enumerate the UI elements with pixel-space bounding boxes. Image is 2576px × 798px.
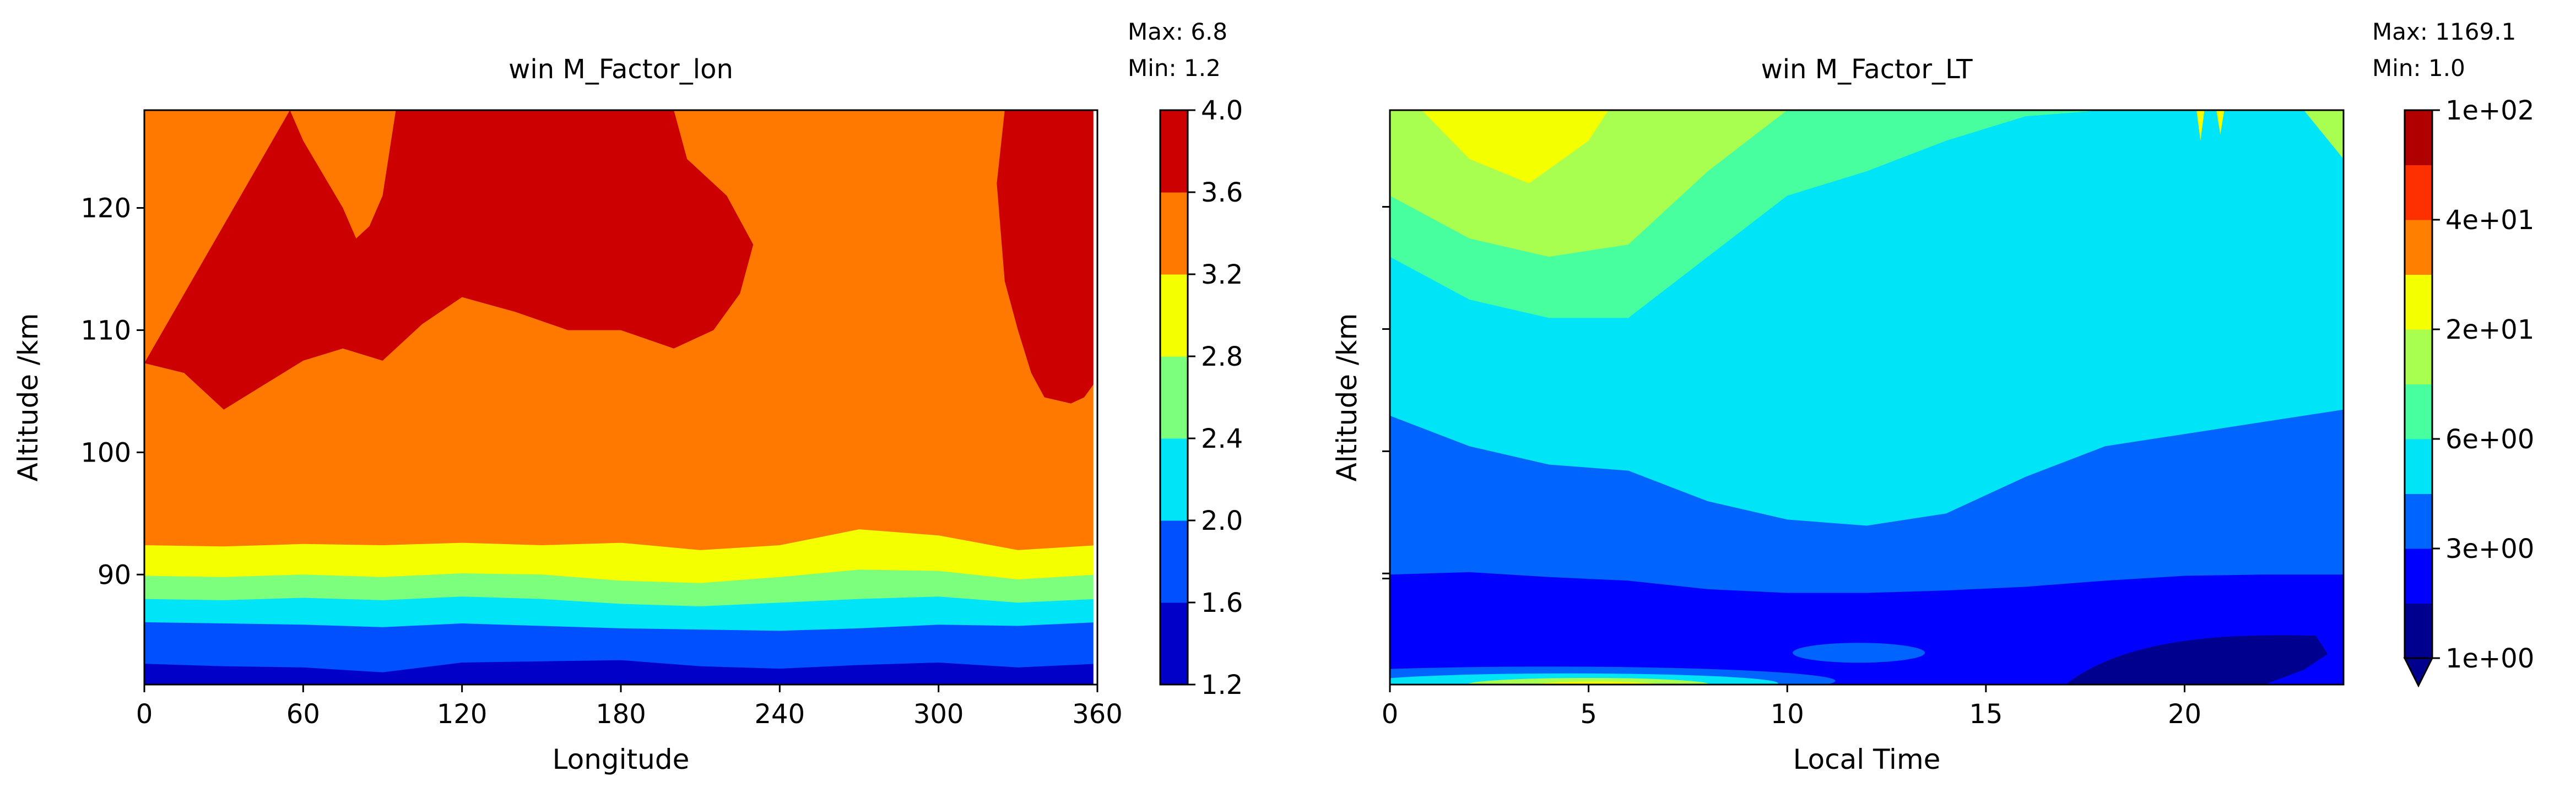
y-tick-label: 100 [80,437,131,468]
x-tick-label: 240 [755,699,805,730]
colorbar-segment [2405,110,2432,165]
colorbar-tick-label: 1e+02 [2445,95,2534,126]
y-tick-label: 90 [98,560,131,590]
colorbar-segment [1160,274,1188,357]
max-note-2: Max: 1169.1 [2372,18,2516,45]
contour-bottom-strip-3 [1467,678,1710,685]
colorbar-segment [2405,165,2432,220]
colorbar-segment [2405,274,2432,330]
contour-lens [1793,643,1925,663]
x-tick-label: 180 [596,699,646,730]
y-axis-label-2: Altitude /km [1331,313,1363,482]
colorbar-segment [2405,384,2432,439]
y-tick-label: 110 [80,315,131,346]
colorbar-tick-label: 1e+00 [2445,643,2534,674]
x-tick-label: 15 [1969,699,2003,730]
contour-region-high-2 [997,110,1097,404]
min-note-2: Min: 1.0 [2372,55,2465,82]
colorbar-frame-2 [2404,109,2433,659]
colorbar-tick-label: 1.2 [1201,670,1243,701]
x-tick-label: 10 [1771,699,1804,730]
colorbar-tick-label: 1.6 [1201,588,1243,618]
colorbar-tick-label: 2.4 [1201,424,1243,454]
x-tick-label: 360 [1072,699,1123,730]
y-tick-label: 120 [80,193,131,224]
colorbar-tick-label: 3.6 [1201,177,1243,208]
contour-corner [2303,110,2344,159]
y-axis-label-1: Altitude /km [12,313,44,482]
contour-spike-2 [2216,110,2225,135]
colorbar-segment [2405,603,2432,659]
x-tick-label: 0 [136,699,153,730]
contour-region-yellow [1421,110,1609,184]
colorbar-segment [2405,549,2432,604]
colorbar-tick-label: 4e+01 [2445,205,2534,236]
chart-title-2: win M_Factor_LT [1761,54,1973,85]
data-edge [1093,110,1097,685]
contour-bottom-strip-4 [1533,681,1660,685]
colorbar-tick-label: 3.2 [1201,259,1243,290]
colorbar-tick-label: 3e+00 [2445,534,2534,564]
x-tick-label: 300 [913,699,964,730]
colorbar-segment [2405,493,2432,549]
x-tick-label: 60 [286,699,320,730]
colorbar-extend-arrow [2403,657,2434,688]
contour-region-high-1 [144,110,754,410]
colorbar-tick-label: 6e+00 [2445,424,2534,455]
x-axis-label-1: Longitude [553,743,690,775]
x-axis-label-2: Local Time [1793,743,1941,775]
colorbar-segment [2405,329,2432,384]
chart-title-1: win M_Factor_lon [508,54,733,85]
colorbar-frame-1 [1159,109,1189,686]
colorbar-segment [1160,356,1188,439]
colorbar-tick-label: 2e+01 [2445,314,2534,345]
colorbar-segment [2405,220,2432,275]
colorbar-segment [1160,438,1188,521]
axes-frame-2 [1389,109,2345,686]
colorbar-tick-label: 2.8 [1201,341,1243,372]
colorbar-segment [1160,192,1188,275]
max-note-1: Max: 6.8 [1128,18,1227,45]
x-tick-label: 0 [1382,699,1399,730]
plot-area-1 [144,110,1097,685]
colorbar-segment [1160,602,1188,685]
min-note-1: Min: 1.2 [1128,55,1221,82]
colorbar-segment [1160,110,1188,193]
contour-region-min [2065,635,2328,685]
x-tick-label: 120 [437,699,488,730]
x-tick-label: 20 [2168,699,2201,730]
colorbar-segment [2405,439,2432,494]
colorbar-segment [1160,520,1188,603]
colorbar-tick-label: 4.0 [1201,95,1243,126]
x-tick-label: 5 [1580,699,1597,730]
contour-spike-1 [2196,110,2205,141]
plot-area-2 [1390,110,2344,685]
colorbar-tick-label: 2.0 [1201,506,1243,536]
